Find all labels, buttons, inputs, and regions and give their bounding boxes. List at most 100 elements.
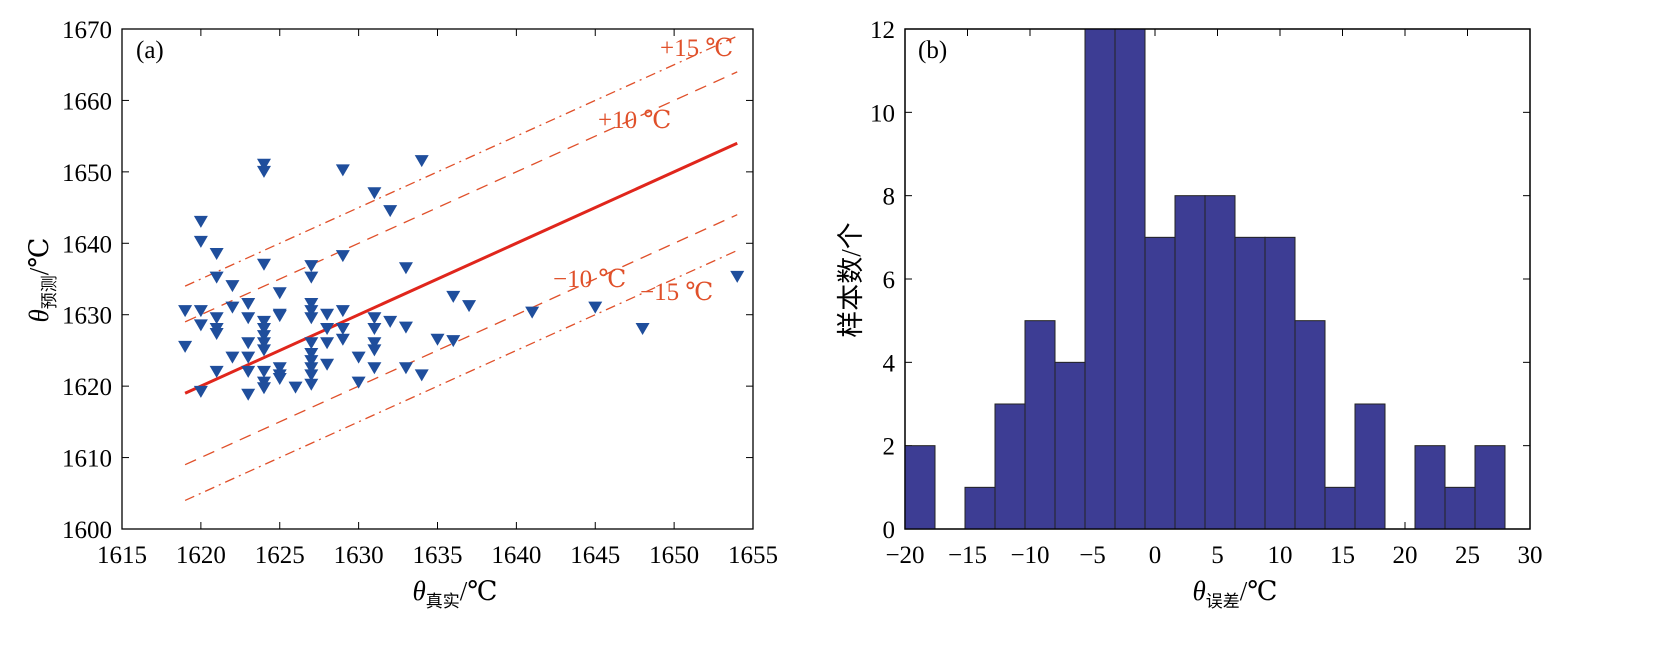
data-point (335, 323, 350, 335)
data-point (241, 365, 256, 378)
data-point (383, 315, 398, 328)
data-point (320, 308, 335, 321)
histogram-bar (904, 445, 936, 530)
data-point (178, 305, 193, 318)
data-point (414, 155, 429, 168)
y-axis-label-a: θ预测/℃ (24, 238, 60, 323)
data-point (241, 351, 256, 364)
histogram-bar (1114, 28, 1146, 530)
data-point (193, 385, 208, 398)
data-point (304, 369, 319, 382)
histogram-bar (1294, 320, 1326, 530)
data-point (193, 215, 208, 228)
reference-line-label: +10 ℃ (598, 107, 671, 134)
a-x-tick-label: 1615 (97, 542, 147, 569)
data-point (335, 250, 350, 263)
data-point (367, 337, 382, 350)
b-x-tick-label: −5 (1079, 542, 1106, 569)
data-point (256, 323, 271, 335)
data-point (335, 333, 350, 346)
b-y-tick-label: 6 (883, 267, 896, 294)
data-point (209, 271, 224, 284)
histogram-bar (1234, 236, 1266, 530)
histogram-bar (1414, 445, 1446, 530)
b-y-tick-label: 8 (883, 184, 896, 211)
data-point (398, 262, 413, 275)
data-point (256, 258, 271, 271)
data-point (209, 312, 224, 325)
data-point (241, 312, 256, 325)
data-point (304, 362, 319, 375)
data-point (304, 305, 319, 318)
b-y-tick-label: 10 (870, 100, 895, 127)
data-point (209, 365, 224, 378)
panel-label-b: (b) (918, 37, 947, 64)
data-point (367, 187, 382, 200)
b-x-tick-label: 0 (1149, 542, 1162, 569)
data-point (225, 351, 240, 364)
histogram-bar (1354, 403, 1386, 530)
data-point (398, 321, 413, 334)
a-y-tick-label: 1620 (62, 374, 112, 401)
histogram-bar (1174, 195, 1206, 530)
histogram-bar (1144, 236, 1176, 530)
b-x-tick-label: 10 (1268, 542, 1293, 569)
data-point (730, 270, 745, 283)
histogram-bar (964, 486, 996, 530)
data-point (272, 373, 287, 385)
data-point (256, 315, 271, 328)
histogram-bar (994, 403, 1026, 530)
b-x-tick-label: 30 (1518, 542, 1543, 569)
b-x-tick-label: 25 (1455, 542, 1480, 569)
data-point (304, 348, 319, 360)
histogram-bar (1264, 236, 1296, 530)
data-point (430, 333, 445, 346)
reference-line-label: +15 ℃ (660, 35, 733, 62)
b-y-tick-label: 0 (883, 517, 896, 544)
b-y-tick-label: 12 (870, 17, 895, 44)
b-x-tick-label: −20 (885, 542, 924, 569)
data-point (335, 164, 350, 177)
histogram-bar (1324, 486, 1356, 530)
b-x-tick-label: 15 (1330, 542, 1355, 569)
data-point (398, 362, 413, 375)
b-y-tick-label: 2 (883, 434, 896, 461)
data-point (256, 158, 271, 171)
data-point (320, 358, 335, 371)
data-point (367, 312, 382, 325)
a-y-tick-label: 1660 (62, 88, 112, 115)
data-point (320, 337, 335, 350)
histogram-bar (1204, 195, 1236, 530)
data-point (272, 362, 287, 375)
a-y-tick-label: 1610 (62, 446, 112, 473)
data-point (414, 369, 429, 382)
data-point (304, 312, 319, 325)
a-y-tick-label: 1670 (62, 17, 112, 44)
data-point (383, 205, 398, 218)
data-point (178, 340, 193, 353)
data-point (256, 330, 271, 343)
data-point (241, 388, 256, 401)
a-x-tick-label: 1625 (255, 542, 305, 569)
data-point (272, 287, 287, 300)
b-x-tick-label: 5 (1211, 542, 1224, 569)
a-y-tick-label: 1640 (62, 231, 112, 258)
a-y-tick-label: 1600 (62, 517, 112, 544)
a-x-tick-label: 1645 (570, 542, 620, 569)
data-point (209, 248, 224, 260)
data-point (367, 344, 382, 357)
a-y-tick-label: 1650 (62, 160, 112, 187)
b-x-tick-label: 20 (1393, 542, 1418, 569)
data-point (225, 280, 240, 293)
data-point (193, 305, 208, 318)
data-point (304, 260, 319, 273)
a-x-tick-label: 1655 (728, 542, 778, 569)
panel-label-a: (a) (136, 37, 164, 64)
data-point (367, 362, 382, 375)
histogram-bar (1474, 445, 1506, 530)
b-y-tick-label: 4 (883, 350, 896, 377)
data-point (320, 323, 335, 335)
data-point (241, 298, 256, 310)
data-point (241, 337, 256, 350)
reference-line--10 (184, 214, 738, 466)
